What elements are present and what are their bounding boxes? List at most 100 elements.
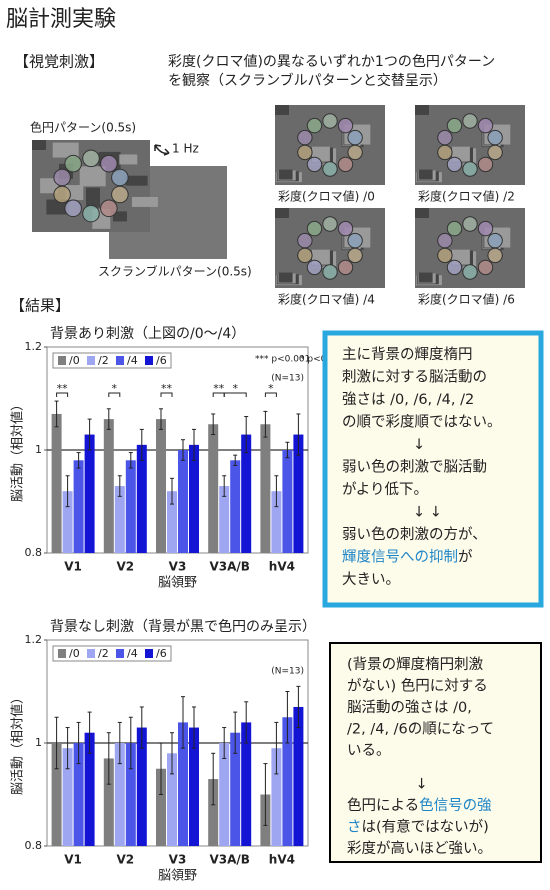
legend-label: /2	[98, 647, 109, 660]
box-line: ↓	[416, 777, 428, 793]
legend-label: /2	[98, 354, 109, 367]
box-line: 弱い色の刺激で脳活動	[342, 459, 487, 476]
color-circle	[477, 220, 494, 237]
box-text: 刺激に対する脳活動の	[342, 369, 487, 386]
note-box	[329, 642, 542, 863]
description: 彩度(クロマ値)の異なるいずれか1つの色円パターン	[168, 53, 495, 70]
box-text: ↓	[413, 437, 425, 453]
box-text: 大きい。	[342, 571, 400, 588]
bar	[293, 434, 304, 553]
texture	[415, 105, 429, 115]
x-tick-label: hV4	[269, 853, 295, 867]
color-circle	[462, 216, 478, 232]
page-title: 脳計測実験	[6, 7, 116, 32]
box-text: /2, /4, /6の順になって	[347, 721, 494, 738]
bar	[167, 753, 177, 846]
bar	[178, 722, 188, 846]
x-tick-label: V3	[169, 560, 187, 574]
bar	[260, 424, 271, 553]
texture	[52, 142, 79, 158]
texture	[79, 166, 106, 187]
bar	[51, 743, 62, 846]
bar	[241, 434, 252, 553]
significance-label: *	[268, 382, 274, 395]
x-tick-label: hV4	[269, 560, 295, 574]
significance-label: **	[57, 382, 69, 395]
bar	[230, 460, 241, 553]
significance-label: *	[232, 382, 238, 395]
box-text: 弱い色の刺激の方が、	[342, 526, 487, 543]
bar	[208, 424, 219, 553]
legend-swatch	[58, 356, 66, 365]
box-line: がない) 色円に対する	[347, 678, 488, 695]
x-tick-label: V3A/B	[209, 560, 249, 574]
color-circle	[337, 117, 354, 134]
legend-box	[52, 645, 172, 662]
color-circle	[306, 220, 323, 237]
box-line: 輝度信号への抑制が	[342, 549, 473, 566]
box-text: がない) 色円に対する	[347, 678, 488, 695]
legend-swatch	[116, 649, 124, 658]
bar	[219, 743, 230, 846]
y-tick-label: 1.2	[25, 633, 43, 646]
color-circle	[477, 117, 494, 134]
bar	[189, 444, 199, 553]
box-line: 脳活動の強さは /0,	[347, 699, 472, 716]
bar	[167, 491, 177, 553]
box-line: がより低下。	[342, 481, 428, 498]
box-text: 主に背景の輝度楕円	[342, 345, 473, 363]
color-circle	[297, 129, 313, 146]
texture	[131, 196, 158, 207]
legend-swatch	[145, 356, 153, 365]
color-circle	[297, 247, 313, 264]
color-circle	[446, 117, 463, 134]
legend-label: /6	[156, 647, 167, 660]
thumb-caption: 彩度(クロマ値) /0	[278, 189, 375, 204]
box-text: いる。	[347, 743, 391, 759]
color-circle	[477, 259, 494, 276]
x-tick-label: V3	[169, 853, 187, 867]
color-circle	[337, 259, 354, 276]
y-tick-label: 1	[35, 736, 42, 749]
box-line: /2, /4, /6の順になって	[347, 721, 494, 738]
bar	[241, 722, 252, 846]
bar	[114, 486, 125, 553]
thumb-caption: 彩度(クロマ値) /6	[418, 292, 515, 307]
box-text: 輝度信号への抑制	[342, 549, 458, 566]
color-circle	[306, 259, 323, 276]
color-circle	[53, 185, 71, 204]
legend-label: /4	[127, 354, 138, 367]
texture	[40, 178, 59, 194]
color-circle	[437, 144, 453, 161]
color-circle	[297, 232, 313, 249]
texture	[278, 272, 293, 283]
bar	[282, 717, 293, 846]
color-circle	[337, 156, 354, 173]
box-line: 主に背景の輝度楕円	[342, 345, 473, 363]
color-circle	[297, 144, 313, 161]
color-circle	[337, 220, 354, 237]
significance-label: **	[161, 382, 173, 395]
color-circle	[82, 149, 100, 168]
color-circle	[347, 129, 363, 146]
bar	[84, 732, 95, 846]
color-circle	[462, 113, 478, 129]
box-line: 弱い色の刺激の方が、	[342, 526, 487, 543]
color-circle	[446, 220, 463, 237]
note: * p<0.05	[300, 355, 341, 365]
box-text: の順で彩度順ではない。	[342, 414, 502, 431]
section-heading: 【視覚刺激】	[14, 53, 104, 71]
color-circle	[347, 247, 363, 264]
color-circle	[487, 144, 503, 161]
box-text: が	[458, 549, 473, 566]
box-text: がより低下。	[342, 481, 428, 498]
color-circle	[322, 161, 338, 177]
bar	[293, 706, 304, 846]
pattern-images	[32, 105, 525, 288]
color-circle	[322, 113, 338, 129]
bar	[51, 413, 62, 553]
pattern-label: 色円パターン(0.5s)	[30, 121, 136, 135]
color-circle	[322, 264, 338, 280]
texture	[86, 187, 100, 208]
color-circle	[487, 247, 503, 264]
